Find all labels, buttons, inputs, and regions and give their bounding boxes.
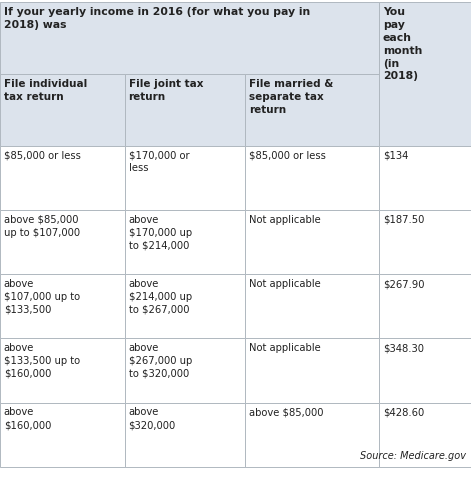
Bar xyxy=(245,338,379,403)
Text: above
$267,000 up
to $320,000: above $267,000 up to $320,000 xyxy=(129,343,192,379)
Bar xyxy=(125,146,245,210)
Text: above $85,000
up to $107,000: above $85,000 up to $107,000 xyxy=(4,215,80,238)
Text: File individual
tax return: File individual tax return xyxy=(4,79,87,102)
Bar xyxy=(0,403,125,467)
Text: If your yearly income in 2016 (for what you pay in
2018) was: If your yearly income in 2016 (for what … xyxy=(4,7,310,30)
Text: $170,000 or
less: $170,000 or less xyxy=(129,151,189,173)
Bar xyxy=(245,403,379,467)
Bar xyxy=(0,210,125,274)
Text: $85,000 or less: $85,000 or less xyxy=(4,151,81,161)
Bar xyxy=(379,210,471,274)
Text: $267.90: $267.90 xyxy=(383,279,424,289)
Text: Not applicable: Not applicable xyxy=(249,215,320,225)
Bar xyxy=(245,274,379,338)
Text: $134: $134 xyxy=(383,151,408,161)
Text: above
$107,000 up to
$133,500: above $107,000 up to $133,500 xyxy=(4,279,80,315)
Bar xyxy=(379,403,471,467)
Bar xyxy=(0,2,379,74)
Text: above
$133,500 up to
$160,000: above $133,500 up to $160,000 xyxy=(4,343,80,379)
Bar xyxy=(0,146,125,210)
Bar xyxy=(379,274,471,338)
Bar xyxy=(125,403,245,467)
Text: You
pay
each
month
(in
2018): You pay each month (in 2018) xyxy=(383,7,422,82)
Bar xyxy=(125,338,245,403)
Bar xyxy=(125,210,245,274)
Text: File joint tax
return: File joint tax return xyxy=(129,79,203,102)
Bar xyxy=(245,146,379,210)
Text: Not applicable: Not applicable xyxy=(249,279,320,289)
Bar xyxy=(245,74,379,146)
Text: $85,000 or less: $85,000 or less xyxy=(249,151,325,161)
Bar xyxy=(0,274,125,338)
Text: above
$214,000 up
to $267,000: above $214,000 up to $267,000 xyxy=(129,279,192,315)
Text: Not applicable: Not applicable xyxy=(249,343,320,353)
Text: $348.30: $348.30 xyxy=(383,343,424,353)
Text: $187.50: $187.50 xyxy=(383,215,424,225)
Text: above $85,000: above $85,000 xyxy=(249,408,323,417)
Bar xyxy=(125,274,245,338)
Bar xyxy=(245,210,379,274)
Bar xyxy=(379,338,471,403)
Text: above
$170,000 up
to $214,000: above $170,000 up to $214,000 xyxy=(129,215,192,250)
Text: above
$320,000: above $320,000 xyxy=(129,408,176,430)
Bar xyxy=(125,74,245,146)
Bar xyxy=(379,146,471,210)
Bar xyxy=(379,2,471,146)
Text: Source: Medicare.gov: Source: Medicare.gov xyxy=(360,451,466,461)
Bar xyxy=(0,338,125,403)
Text: File married &
separate tax
return: File married & separate tax return xyxy=(249,79,333,114)
Text: above
$160,000: above $160,000 xyxy=(4,408,51,430)
Bar xyxy=(0,74,125,146)
Text: $428.60: $428.60 xyxy=(383,408,424,417)
